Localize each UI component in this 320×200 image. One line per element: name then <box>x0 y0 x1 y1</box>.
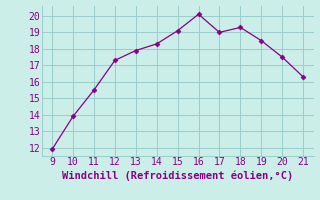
X-axis label: Windchill (Refroidissement éolien,°C): Windchill (Refroidissement éolien,°C) <box>62 170 293 181</box>
